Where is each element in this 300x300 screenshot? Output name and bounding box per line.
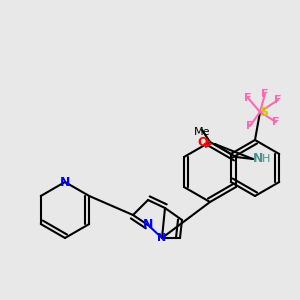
Text: S: S xyxy=(260,106,268,118)
Text: F: F xyxy=(244,93,252,103)
Text: Me: Me xyxy=(194,127,210,137)
Text: H: H xyxy=(262,154,270,164)
Text: F: F xyxy=(246,121,254,131)
Text: N: N xyxy=(143,218,153,232)
Text: N: N xyxy=(158,233,166,243)
Text: N: N xyxy=(253,152,263,166)
Text: F: F xyxy=(272,117,280,127)
Text: F: F xyxy=(274,95,282,105)
Text: N: N xyxy=(60,176,70,188)
Text: F: F xyxy=(261,89,269,99)
Text: O: O xyxy=(197,136,208,148)
